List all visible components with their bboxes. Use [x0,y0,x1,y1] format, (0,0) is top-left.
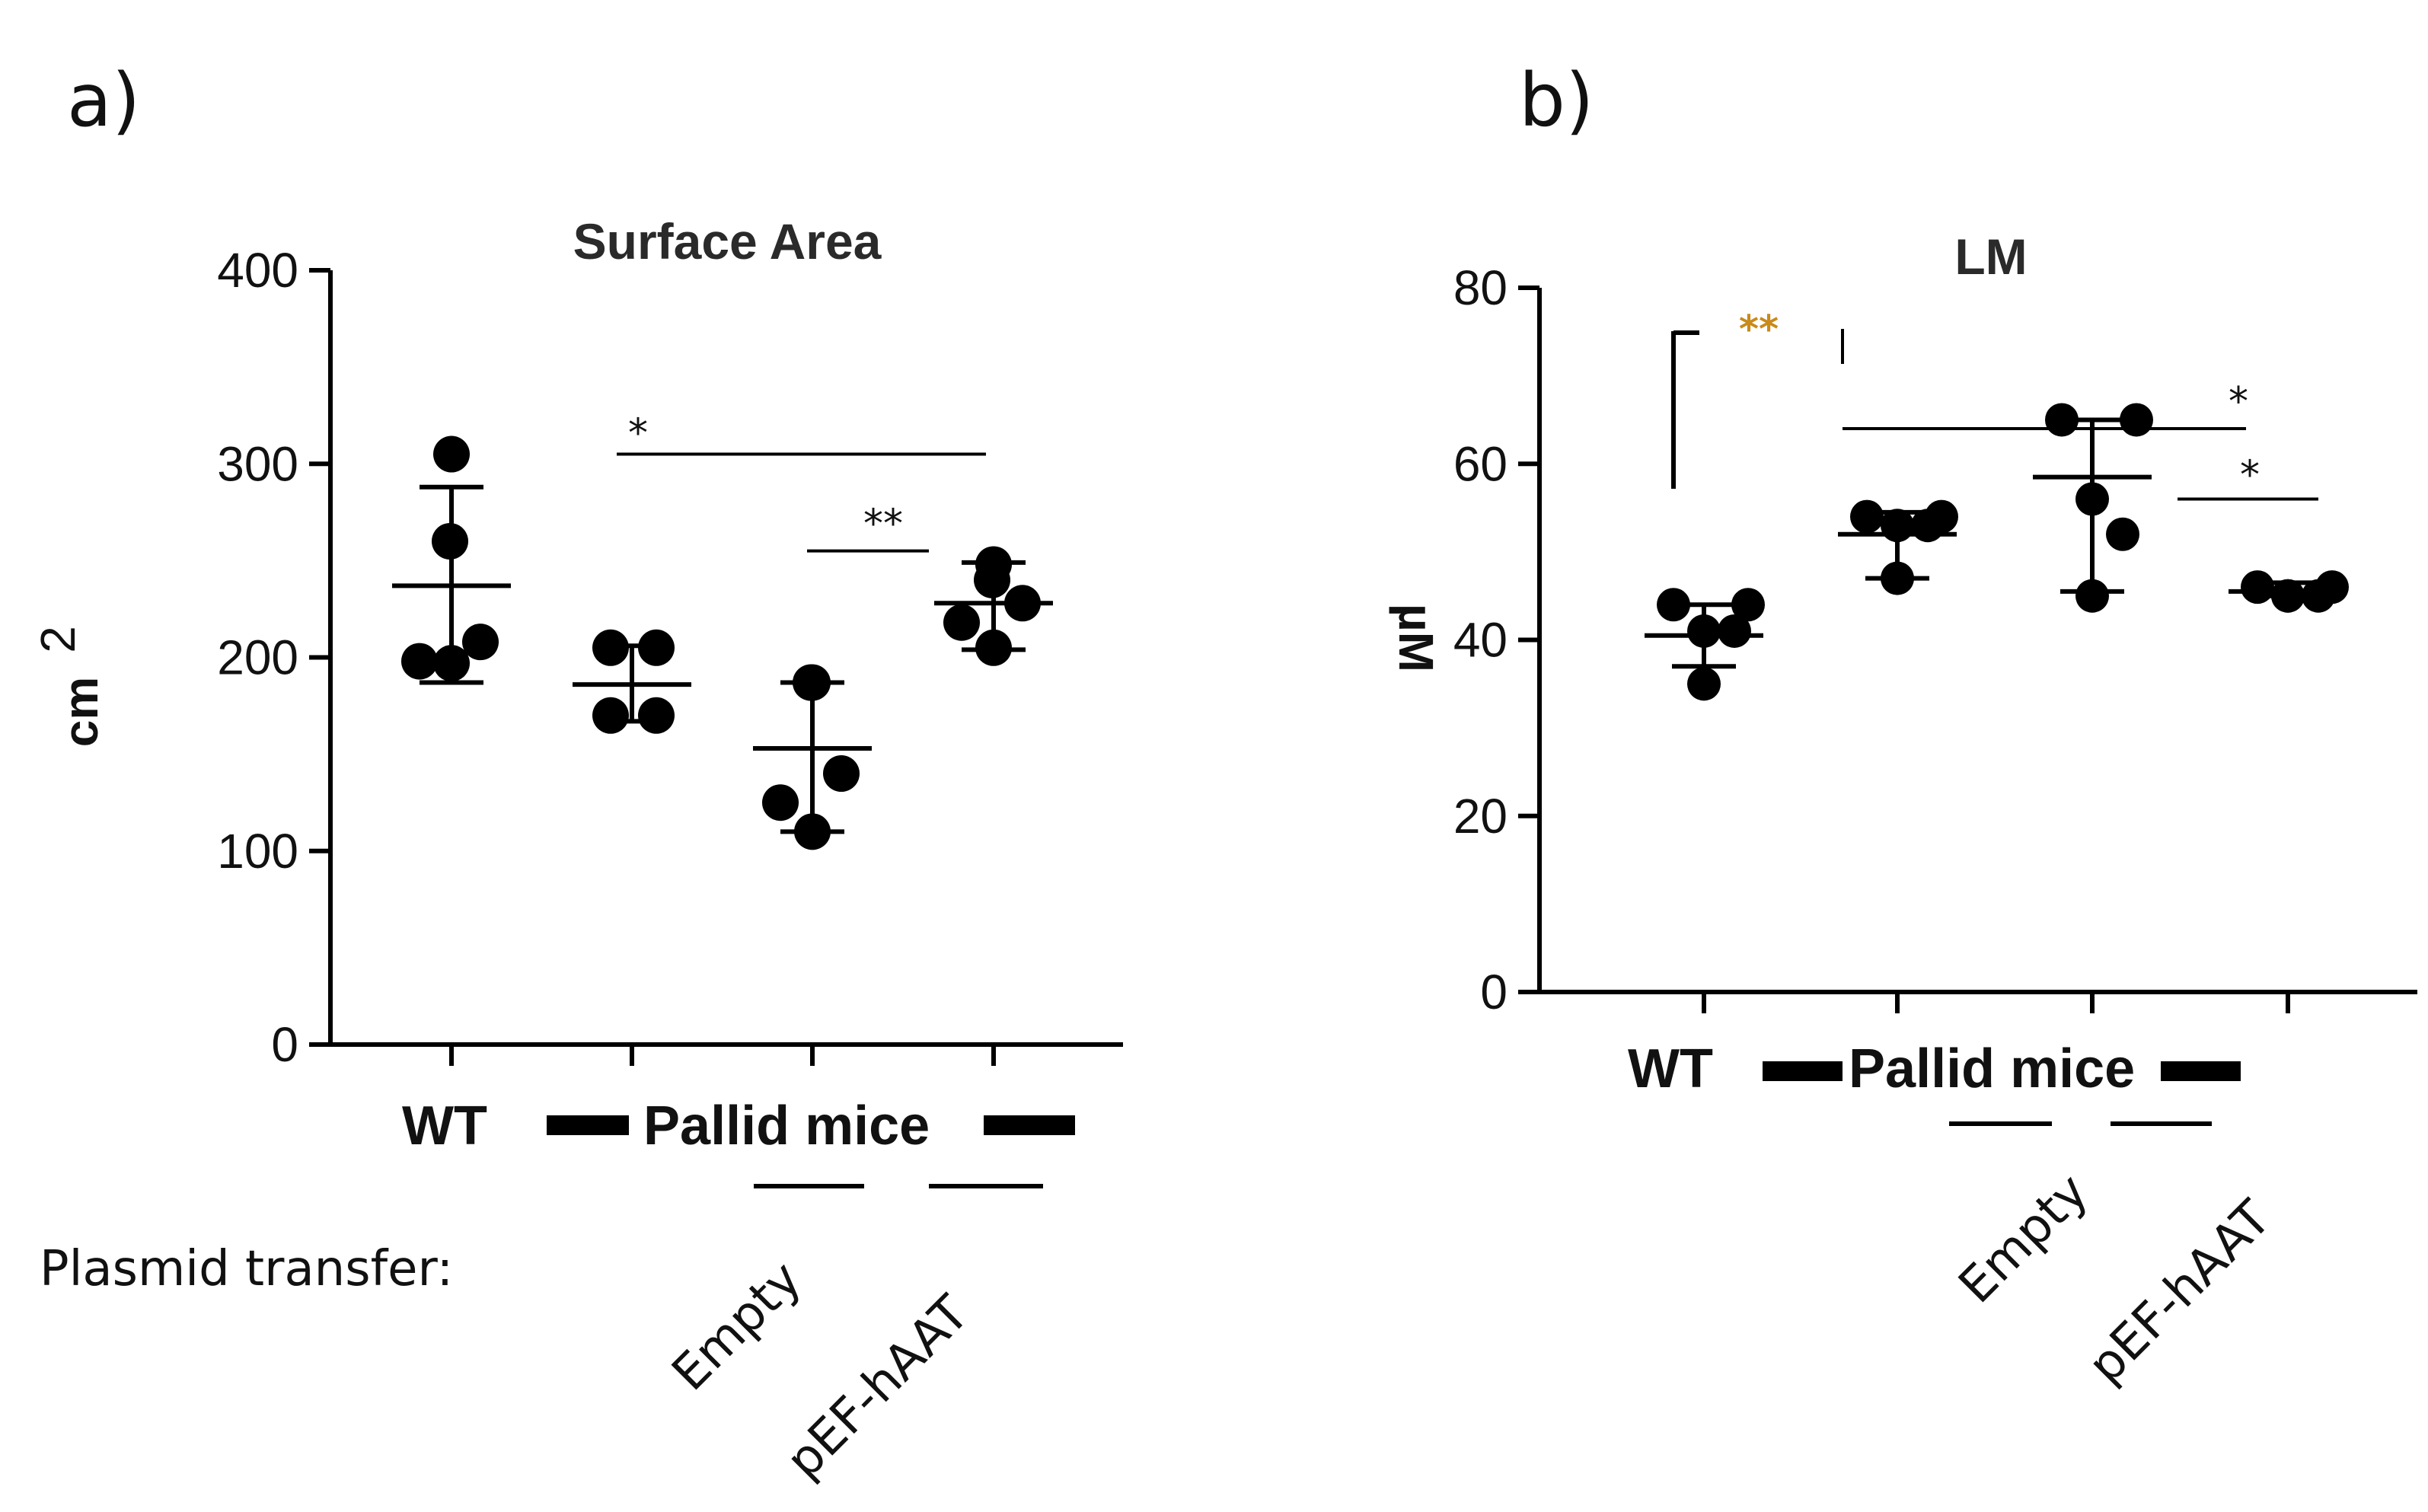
chart-b-y-tick-label-2: 40 [1453,613,1508,668]
chart-a-point-3-3 [943,604,980,641]
chart-a-point-1-1 [638,629,675,666]
chart-b-point-0-4 [1687,667,1721,701]
chart-a-point-2-3 [762,784,799,821]
chart-a-sig-label-0: * [628,411,648,457]
chart-a-point-0-2 [462,624,499,661]
chart-b-point-0-2 [1687,614,1721,648]
chart-b-point-3-0 [2241,570,2274,604]
chart-a-title: Surface Area [573,213,882,270]
chart-a-point-1-3 [638,697,675,734]
chart-a-point-1-2 [592,697,629,734]
panel-label-a: a) [67,58,140,143]
chart-a-point-3-2 [1004,585,1041,622]
panel-label-b: b) [1519,58,1594,143]
chart-b-point-2-4 [2075,579,2109,613]
chart-b-y-tick-label-4: 80 [1453,260,1508,315]
chart-b-point-1-4 [1881,561,1914,595]
chart-b-point-1-3 [1911,509,1945,543]
chart-b-group-wt: WT [1628,1038,1713,1099]
chart-a-point-3-4 [975,629,1012,666]
chart-b-point-0-1 [1731,588,1765,622]
chart-a-y-axis-label: cm [53,677,108,748]
plasmid-transfer-label: Plasmid transfer: [40,1241,453,1297]
chart-b-y-tick-label-0: 0 [1480,965,1508,1019]
chart-a-point-2-4 [794,813,831,850]
chart-b-title: LM [1954,228,2027,285]
chart-a-point-0-0 [433,435,470,473]
chart-b-point-2-2 [2075,482,2109,516]
chart-a-group-pallid: Pallid mice [643,1096,930,1156]
chart-a-point-0-1 [432,522,468,560]
chart-b-sig-label-1: * [2229,379,2248,425]
chart-b-sig-label-0: ** [1739,308,1779,352]
chart-a-y-tick-label-1: 100 [217,824,298,879]
chart-b-point-1-2 [1881,509,1914,543]
chart-b-point-3-4 [2271,579,2305,613]
chart-a-point-1-0 [592,629,629,666]
chart-b-point-0-3 [1718,614,1751,648]
chart-b-group-pallid: Pallid mice [1849,1038,2135,1099]
chart-b-group-bar-left [1763,1061,1843,1081]
chart-a-label-hAAT: pEF-hAAT [776,1285,981,1490]
chart-b-point-2-0 [2045,403,2079,437]
chart-a-point-2-1 [793,664,829,701]
chart-b-y-tick-label-3: 60 [1453,436,1508,491]
chart-b-y-tick-label-1: 20 [1453,789,1508,844]
chart-b-y-axis-label: µM [1389,604,1444,672]
chart-b-point-2-3 [2106,517,2139,551]
chart-b-label-empty: Empty [1948,1163,2099,1314]
chart-a-group-bar-left [547,1115,629,1135]
chart-a-point-2-2 [823,755,860,793]
chart-a-group-wt: WT [402,1096,487,1156]
chart-a-y-tick-label-0: 0 [271,1017,298,1072]
chart-a-y-tick-label-2: 200 [217,630,298,685]
chart-b-label-hAAT: pEF-hAAT [2078,1190,2283,1395]
chart-a-group-bar-right [984,1115,1075,1135]
chart-b-point-3-3 [2302,579,2335,613]
chart-a-point-0-4 [433,645,470,682]
chart-a-y-tick-label-4: 400 [217,243,298,298]
chart-a-sig-label-1: ** [863,502,903,547]
chart-b-point-2-1 [2120,403,2153,437]
chart-a-point-0-3 [401,643,438,680]
chart-a-y-axis-label-sup: 2 [30,626,85,653]
chart-b-point-0-0 [1657,588,1690,622]
chart-b-sig-label-2: * [2240,453,2260,499]
chart-b-group-bar-right [2161,1061,2241,1081]
chart-a-y-tick-label-3: 300 [217,436,298,491]
chart-a-point-3-1 [974,561,1010,598]
chart-b-point-1-0 [1850,499,1884,534]
chart-a-label-empty: Empty [662,1251,812,1402]
